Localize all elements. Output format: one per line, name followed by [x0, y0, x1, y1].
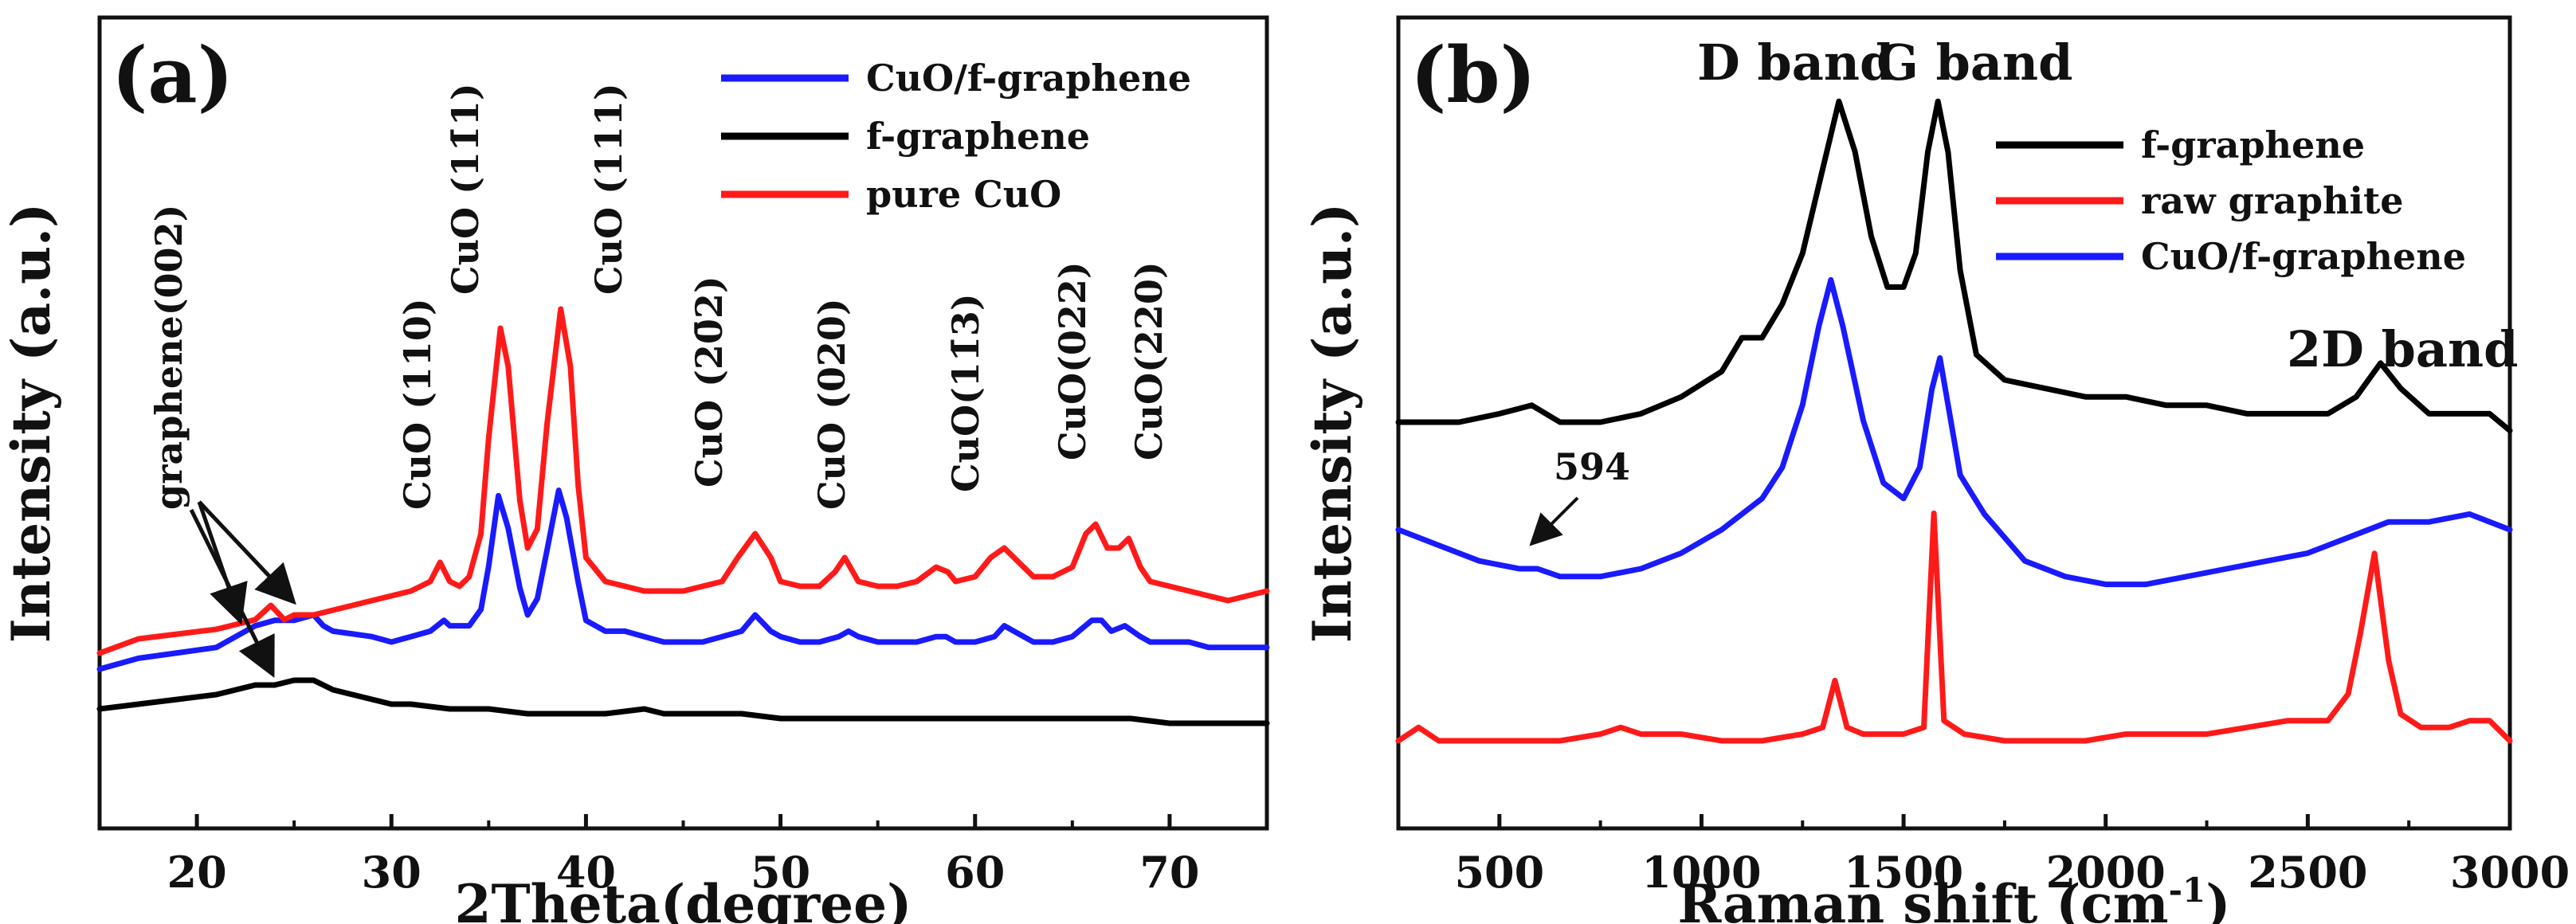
peak-annotation: CuO (111): [587, 83, 630, 295]
legend-entry: CuO/f-graphene: [866, 57, 1191, 100]
y-axis-label: Intensity (a.u.): [0, 203, 62, 644]
x-tick-label: 3000: [2450, 847, 2570, 898]
x-tick-label: 2500: [2248, 847, 2367, 898]
legend: CuO/f-graphene f-graphene pure CuO: [721, 57, 1191, 216]
series-line-raw-graphite: [1398, 513, 2510, 741]
x-tick-label: 500: [1454, 847, 1544, 898]
panel-label: (a): [112, 30, 233, 120]
legend-entry: raw graphite: [2141, 179, 2403, 222]
peak-annotation: CuO (110): [396, 298, 439, 510]
x-tick-label: 70: [1139, 847, 1199, 898]
peak-annotation: CuO (020): [810, 298, 853, 510]
panel-label: (b): [1410, 30, 1536, 120]
peak-annotation: CuO(220): [1127, 261, 1170, 460]
legend-entry: CuO/f-graphene: [2141, 235, 2466, 278]
series-line-f-graphene: [100, 680, 1267, 723]
x-axis-label: 2Theta(degree): [455, 873, 912, 924]
legend-entry: f-graphene: [866, 115, 1090, 158]
legend-entry: pure CuO: [866, 173, 1061, 216]
band-annotation: D band: [1697, 33, 1894, 92]
annotation-arrow: [1534, 498, 1578, 542]
peak-annotation: graphene(002): [147, 205, 190, 510]
x-tick-label: 30: [362, 847, 421, 898]
peak-annotation: CuO(022): [1051, 261, 1094, 460]
x-tick-label: 20: [167, 847, 227, 898]
band-annotation: 2D band: [2287, 320, 2518, 378]
peak-annotation: CuO (11̄1): [444, 83, 487, 295]
peak-annotation: CuO (20̄2): [688, 276, 731, 487]
band-annotation: G band: [1876, 33, 2073, 92]
x-tick-label: 60: [945, 847, 1005, 898]
annotation-arrow: [199, 502, 239, 617]
y-axis-label: Intensity (a.u.): [1301, 203, 1363, 644]
legend-entry: f-graphene: [2141, 123, 2365, 166]
x-axis-label: Raman shift (cm-1): [1678, 871, 2231, 924]
peak-annotation: CuO(11̄3): [944, 293, 987, 492]
legend: f-graphene raw graphite CuO/f-graphene: [1996, 123, 2466, 278]
band-annotation: 594: [1554, 445, 1630, 488]
